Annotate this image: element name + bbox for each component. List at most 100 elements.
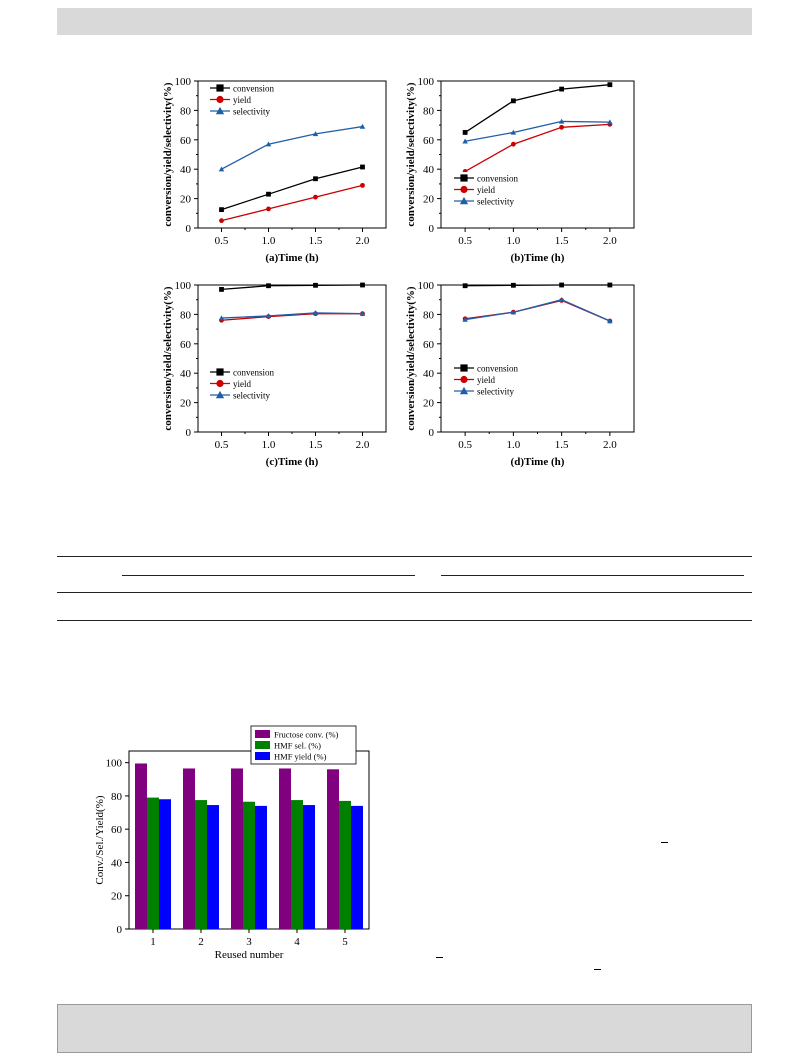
y-tick-label: 0: [186, 223, 192, 235]
data-point-yield: [559, 124, 565, 130]
bar-Fructose conv. (%): [135, 763, 147, 929]
y-tick-label: 60: [423, 339, 435, 351]
table-rule-top: [57, 556, 752, 557]
x-tick-label: 1.0: [262, 235, 276, 247]
series-line-selectivity: [465, 120, 610, 142]
x-tick-label: 1.0: [507, 439, 521, 451]
legend-label: convension: [477, 364, 518, 374]
data-point-selectivity: [558, 118, 565, 124]
series-line-selectivity: [221, 125, 363, 170]
bar-HMF sel. (%): [339, 800, 351, 929]
bar-HMF sel. (%): [291, 800, 303, 929]
footer-band: [57, 1004, 752, 1053]
x-tick-label: 0.5: [458, 235, 472, 247]
x-tick-label: 3: [246, 936, 252, 948]
data-point-yield: [266, 206, 271, 212]
y-tick-label: 0: [186, 427, 192, 439]
series-line-selectivity: [221, 312, 363, 319]
bar-HMF sel. (%): [195, 800, 207, 929]
legend-swatch: [255, 752, 270, 760]
legend-marker: [216, 84, 224, 92]
legend-label: selectivity: [233, 391, 270, 401]
y-tick-label: 40: [180, 368, 192, 380]
y-tick-label: 20: [180, 398, 192, 410]
y-tick-label: 60: [111, 824, 123, 836]
plot-frame: [440, 284, 635, 433]
bar-HMF yield (%): [207, 805, 219, 929]
series-line-convension: [464, 84, 610, 133]
x-axis-label: (c)Time (h): [266, 456, 319, 468]
legend-label: HMF yield (%): [274, 752, 327, 762]
legend-label: Fructose conv. (%): [274, 730, 339, 740]
chart-reuse-bars: 0 20 40 60 80 100 1 2 3 4 5 Reused number Conv./Sel.…: [94, 725, 370, 961]
y-tick-label: 0: [117, 924, 123, 936]
x-tick-label: 0.5: [215, 235, 229, 247]
bar-HMF sel. (%): [243, 801, 255, 929]
series-line-yield: [221, 184, 363, 222]
data-point-selectivity: [218, 166, 225, 172]
bar-HMF yield (%): [159, 799, 171, 929]
y-tick-label: 80: [180, 105, 192, 117]
x-tick-label: 2.0: [356, 235, 370, 247]
table-rule-mid: [57, 592, 752, 593]
y-tick-label: 100: [175, 280, 192, 292]
x-tick-label: 2: [198, 936, 204, 948]
y-tick-label: 100: [418, 280, 435, 292]
legend-marker: [459, 196, 469, 205]
legend-marker: [460, 174, 468, 182]
bar-HMF sel. (%): [147, 797, 159, 929]
data-point-selectivity: [265, 313, 272, 319]
x-axis-label: (b)Time (h): [511, 252, 565, 264]
legend-swatch: [255, 730, 270, 738]
y-tick-label: 40: [111, 857, 123, 869]
bar-Fructose conv. (%): [183, 768, 195, 929]
y-tick-label: 20: [423, 194, 435, 206]
legend-marker: [216, 368, 224, 376]
legend-marker: [215, 106, 225, 115]
data-point-selectivity: [607, 318, 613, 324]
x-tick-label: 2.0: [603, 235, 617, 247]
data-point-convension: [607, 82, 613, 88]
x-tick-label: 4: [294, 936, 300, 948]
x-axis-label: Reused number: [215, 949, 284, 961]
data-point-selectivity: [359, 310, 366, 316]
data-point-convension: [462, 283, 468, 289]
y-tick-label: 20: [423, 398, 435, 410]
x-tick-label: 1: [150, 936, 156, 948]
overline-mark: [661, 842, 668, 843]
y-axis-label: conversion/yield/selectivity(%): [405, 82, 417, 227]
data-point-yield: [360, 182, 365, 188]
data-point-selectivity: [510, 309, 517, 315]
legend-label: selectivity: [233, 107, 270, 117]
data-point-selectivity: [359, 123, 366, 129]
x-tick-label: 1.5: [309, 235, 323, 247]
data-point-selectivity: [312, 310, 319, 316]
legend-marker: [216, 379, 224, 388]
y-tick-label: 100: [418, 76, 435, 88]
data-point-selectivity: [510, 129, 517, 135]
y-axis-label: conversion/yield/selectivity(%): [162, 82, 174, 227]
series-line-selectivity: [465, 299, 611, 322]
bar-Fructose conv. (%): [279, 768, 291, 929]
x-tick-label: 2.0: [603, 439, 617, 451]
series-line-convension: [465, 284, 610, 287]
x-axis-label: (d)Time (h): [511, 456, 565, 468]
y-tick-label: 20: [180, 194, 192, 206]
bar-HMF yield (%): [303, 805, 315, 929]
series-line-convension: [221, 284, 363, 291]
y-tick-label: 0: [429, 427, 435, 439]
x-tick-label: 1.5: [555, 439, 569, 451]
bar-HMF yield (%): [351, 805, 363, 929]
legend-label: HMF sel. (%): [274, 741, 321, 751]
y-tick-label: 80: [423, 105, 435, 117]
legend-marker: [215, 390, 225, 399]
table-rule-group-right: [441, 575, 744, 576]
y-tick-label: 60: [180, 339, 192, 351]
x-tick-label: 2.0: [356, 439, 370, 451]
data-point-convension: [313, 282, 318, 288]
y-tick-label: 40: [423, 164, 435, 176]
x-tick-label: 1.0: [262, 439, 276, 451]
legend-marker: [460, 185, 468, 194]
legend-label: convension: [233, 84, 274, 94]
data-point-convension: [313, 176, 318, 182]
